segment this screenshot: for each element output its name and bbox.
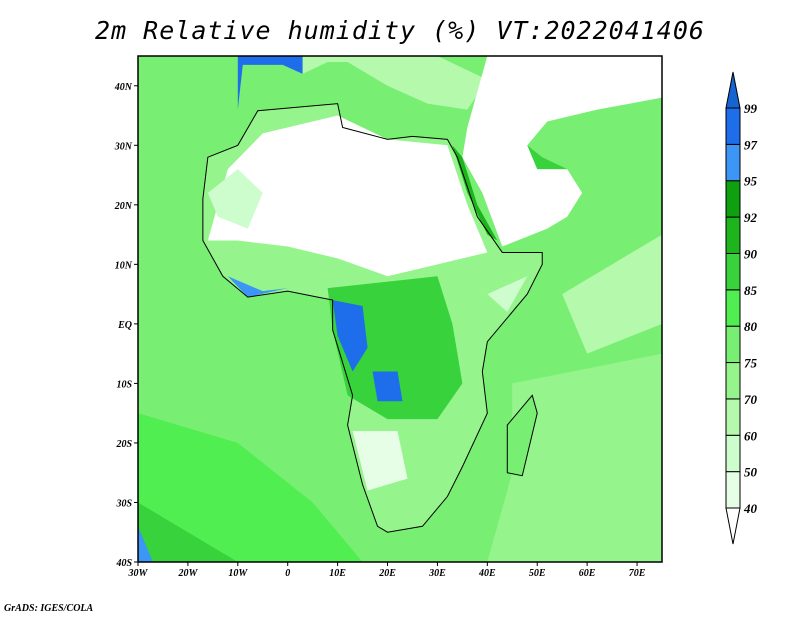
- plot-title: 2m Relative humidity (%) VT:2022041406: [95, 16, 705, 45]
- colorbar-label: 95: [744, 174, 758, 189]
- colorbar-segment: [725, 252, 741, 291]
- colorbar-segment: [725, 398, 741, 436]
- western-sahara-light: [207, 169, 263, 229]
- southwest-blue: [138, 526, 153, 562]
- colorbar-label: 99: [744, 101, 758, 116]
- iberia-blue: [237, 56, 303, 110]
- horn-dry: [487, 276, 528, 312]
- colorbar-label: 92: [744, 210, 758, 225]
- lat-tick-label: 40S: [115, 558, 132, 569]
- colorbar-label: 75: [744, 356, 758, 371]
- arabian-sea-dry: [562, 234, 662, 354]
- lon-tick-label: 10E: [329, 568, 346, 579]
- colorbar-bottom-arrow: [725, 507, 741, 545]
- persian-gulf: [527, 145, 568, 170]
- colorbar-segment: [725, 143, 741, 182]
- lat-tick-label: 10N: [115, 260, 133, 271]
- colorbar-label: 90: [744, 246, 758, 261]
- lon-tick-label: 50E: [529, 568, 546, 579]
- lon-tick-label: 20E: [378, 568, 396, 579]
- lon-tick-label: 0: [285, 568, 290, 579]
- lon-tick-label: 20W: [177, 568, 198, 579]
- kalahari-dry: [352, 431, 408, 491]
- madagascar-coastline: [506, 394, 538, 477]
- colorbar-label: 50: [744, 465, 758, 480]
- southern-europe: [302, 56, 488, 110]
- colorbar-top-arrow: [725, 71, 741, 109]
- lon-tick-label: 60E: [579, 568, 596, 579]
- lat-tick-label: 40N: [114, 82, 133, 93]
- red-sea: [452, 145, 498, 241]
- sahara-dry: [207, 115, 488, 277]
- lat-tick-label: 20N: [114, 201, 133, 212]
- colorbar-label: 80: [744, 319, 758, 334]
- guinea-coast-blue: [227, 276, 288, 298]
- lat-tick-label: 10S: [116, 379, 132, 390]
- madagascar: [507, 395, 538, 476]
- colorbar-segment: [725, 471, 741, 509]
- colorbar-label: 85: [744, 283, 758, 298]
- colorbar-segment: [725, 434, 741, 473]
- colorbar-segment: [725, 325, 741, 364]
- angola-blue: [372, 371, 403, 402]
- lat-tick-label: 20S: [115, 439, 132, 450]
- colorbar-label: 60: [744, 428, 758, 443]
- colorbar-label: 70: [744, 392, 758, 407]
- colorbar-segment: [725, 107, 741, 145]
- lon-tick-label: 30E: [428, 568, 446, 579]
- colorbar-segment: [725, 216, 741, 254]
- lon-tick-label: 70E: [629, 568, 646, 579]
- southwest-moist: [138, 502, 238, 562]
- lat-tick-label: EQ: [117, 320, 132, 331]
- lat-tick-label: 30N: [114, 141, 133, 152]
- south-atlantic-moist: [138, 413, 363, 562]
- lon-tick-label: 40E: [478, 568, 496, 579]
- lon-tick-label: 10W: [228, 568, 248, 579]
- colorbar-label: 40: [743, 501, 758, 516]
- arabia-middleeast: [462, 56, 662, 247]
- map-field: [138, 56, 662, 562]
- colorbar-segment: [725, 289, 741, 327]
- lat-tick-label: 30S: [115, 498, 132, 509]
- colorbar-segment: [725, 180, 741, 218]
- lon-tick-label: 30W: [128, 568, 149, 579]
- congo-west-blue: [332, 300, 368, 372]
- africa-coastline: [202, 103, 543, 533]
- colorbar-segment: [725, 362, 741, 400]
- map-frame: [137, 55, 663, 563]
- grads-credit: GrADS: IGES/COLA: [4, 603, 94, 614]
- colorbar-label: 97: [744, 137, 758, 152]
